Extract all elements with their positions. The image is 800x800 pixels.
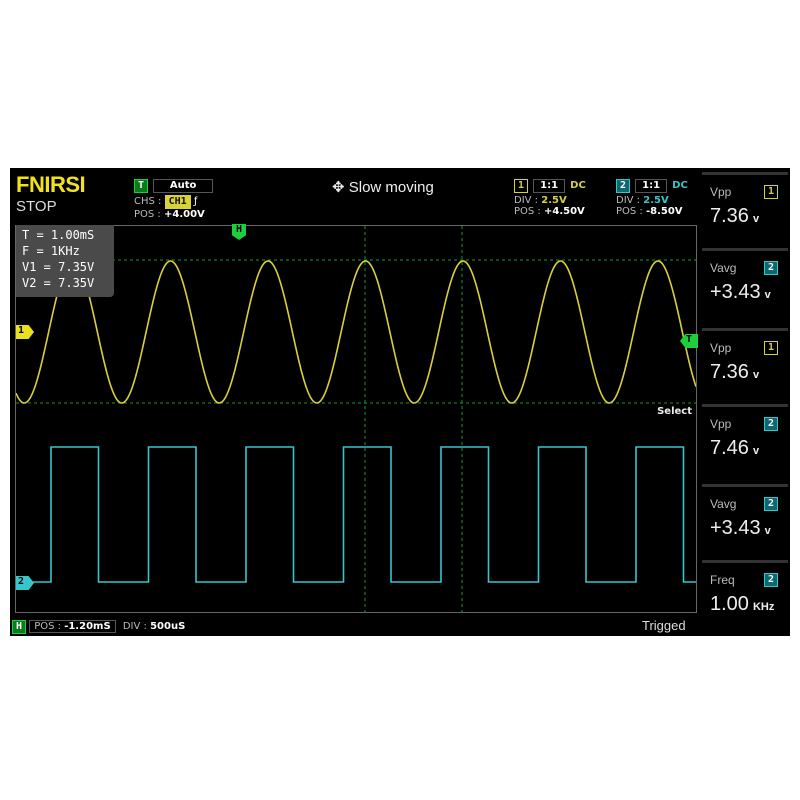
measurement-unit: v: [764, 525, 771, 537]
timebase-pos-label: POS :: [34, 621, 62, 632]
measurement-vavg-ch2[interactable]: Vavg 2 +3.43 v: [702, 248, 788, 323]
measurement-label: Vpp: [710, 185, 732, 199]
timebase-div-label: DIV :: [122, 621, 147, 632]
ch1-pos: +4.50V: [543, 206, 585, 217]
ch1-pos-label: POS :: [514, 206, 541, 217]
ch2-pos-label: POS :: [616, 206, 643, 217]
measurement-freq-ch2[interactable]: Freq 2 1.00 KHz: [702, 560, 788, 635]
trigger-source-label: CHS :: [134, 196, 162, 207]
run-state[interactable]: STOP: [16, 198, 57, 215]
timebase-div: 500uS: [150, 621, 186, 632]
cursor-info-panel: T = 1.00mS F = 1KHz V1 = 7.35V V2 = 7.35…: [16, 225, 114, 297]
ch1-div: 2.5V: [541, 195, 567, 206]
measurement-channel: 1: [763, 341, 778, 355]
mode-text: Slow moving: [348, 179, 434, 196]
brand-logo: FNIRSI: [16, 172, 86, 197]
measurement-value: 1.00 KHz: [710, 593, 775, 615]
timebase-pos: -1.20mS: [64, 621, 111, 632]
ch2-panel[interactable]: 2 1:1 DC DIV : 2.5V POS : -8.50V: [616, 173, 688, 217]
move-icon: ✥: [332, 179, 345, 196]
ch1-panel[interactable]: 1 1:1 DC DIV : 2.5V POS : +4.50V: [514, 173, 586, 217]
ch2-div-label: DIV :: [616, 195, 641, 206]
ch2-coupling[interactable]: DC: [672, 180, 688, 191]
measurement-value: 7.36 v: [710, 361, 760, 383]
ch1-div-label: DIV :: [514, 195, 539, 206]
measurement-label: Vpp: [710, 417, 732, 431]
measurement-label: Vavg: [710, 497, 737, 511]
measurement-label: Vpp: [710, 341, 732, 355]
h-trigger-marker[interactable]: H: [232, 224, 246, 240]
measurement-vavg-ch2[interactable]: Vavg 2 +3.43 v: [702, 484, 788, 559]
measurement-unit: v: [752, 369, 760, 381]
measurement-value: 7.46 v: [710, 437, 760, 459]
trigger-status: Trigged: [642, 618, 686, 633]
ch1-waveform: [16, 260, 696, 404]
trigger-pos: +4.00V: [163, 209, 205, 220]
ch1-probe[interactable]: 1:1: [533, 179, 566, 193]
measurement-vpp-ch1[interactable]: Vpp 1 7.36 v: [702, 328, 788, 403]
waveform-plot[interactable]: H T 1 2 Select: [15, 224, 698, 613]
measurement-unit: v: [752, 445, 760, 457]
ch2-waveform: [16, 446, 696, 583]
h-tag: H: [12, 620, 27, 634]
cursor-v1: V1 = 7.35V: [22, 260, 95, 274]
t-level-marker[interactable]: T: [680, 334, 698, 348]
measurement-label: Freq: [710, 573, 735, 587]
trigger-mode[interactable]: Auto: [153, 179, 214, 193]
ch1-marker[interactable]: 1: [16, 325, 34, 339]
measurement-unit: v: [764, 289, 771, 301]
ch2-marker[interactable]: 2: [16, 576, 34, 590]
measurement-value: +3.43 v: [710, 517, 771, 539]
measurement-value: +3.43 v: [710, 281, 771, 303]
timebase-bar[interactable]: H POS : -1.20mS DIV : 500uS: [12, 620, 185, 634]
trigger-source[interactable]: CH1: [164, 195, 191, 209]
ch1-coupling[interactable]: DC: [570, 180, 586, 191]
ch2-div: 2.5V: [643, 195, 669, 206]
ch2-probe[interactable]: 1:1: [635, 179, 668, 193]
mode-indicator[interactable]: ✥ Slow moving: [332, 178, 434, 196]
measurement-label: Vavg: [710, 261, 737, 275]
cursor-period: T = 1.00mS: [22, 228, 95, 242]
measurement-channel: 1: [763, 185, 778, 199]
oscilloscope-screen: FNIRSI STOP T Auto CHS : CH1 ƒ POS : +4.…: [10, 168, 790, 636]
cursor-frequency: F = 1KHz: [22, 244, 80, 258]
measurement-unit: v: [752, 213, 760, 225]
cursor-v2: V2 = 7.35V: [22, 276, 95, 290]
ch1-tag: 1: [514, 179, 529, 193]
ch2-pos: -8.50V: [645, 206, 683, 217]
trigger-pos-label: POS :: [134, 209, 161, 220]
measurement-vpp-ch1[interactable]: Vpp 1 7.36 v: [702, 172, 788, 247]
measurement-vpp-ch2[interactable]: Vpp 2 7.46 v: [702, 404, 788, 479]
trigger-panel[interactable]: T Auto CHS : CH1 ƒ POS : +4.00V: [134, 173, 214, 220]
trigger-tag: T: [134, 179, 149, 193]
rising-edge-icon: ƒ: [193, 196, 198, 207]
measurement-channel: 2: [763, 261, 778, 275]
ch2-tag: 2: [616, 179, 631, 193]
measurement-channel: 2: [763, 497, 778, 511]
measurement-channel: 2: [763, 573, 778, 587]
measurement-channel: 2: [763, 417, 778, 431]
measurement-unit: KHz: [752, 601, 775, 613]
measurement-value: 7.36 v: [710, 205, 760, 227]
select-label[interactable]: Select: [657, 406, 692, 417]
